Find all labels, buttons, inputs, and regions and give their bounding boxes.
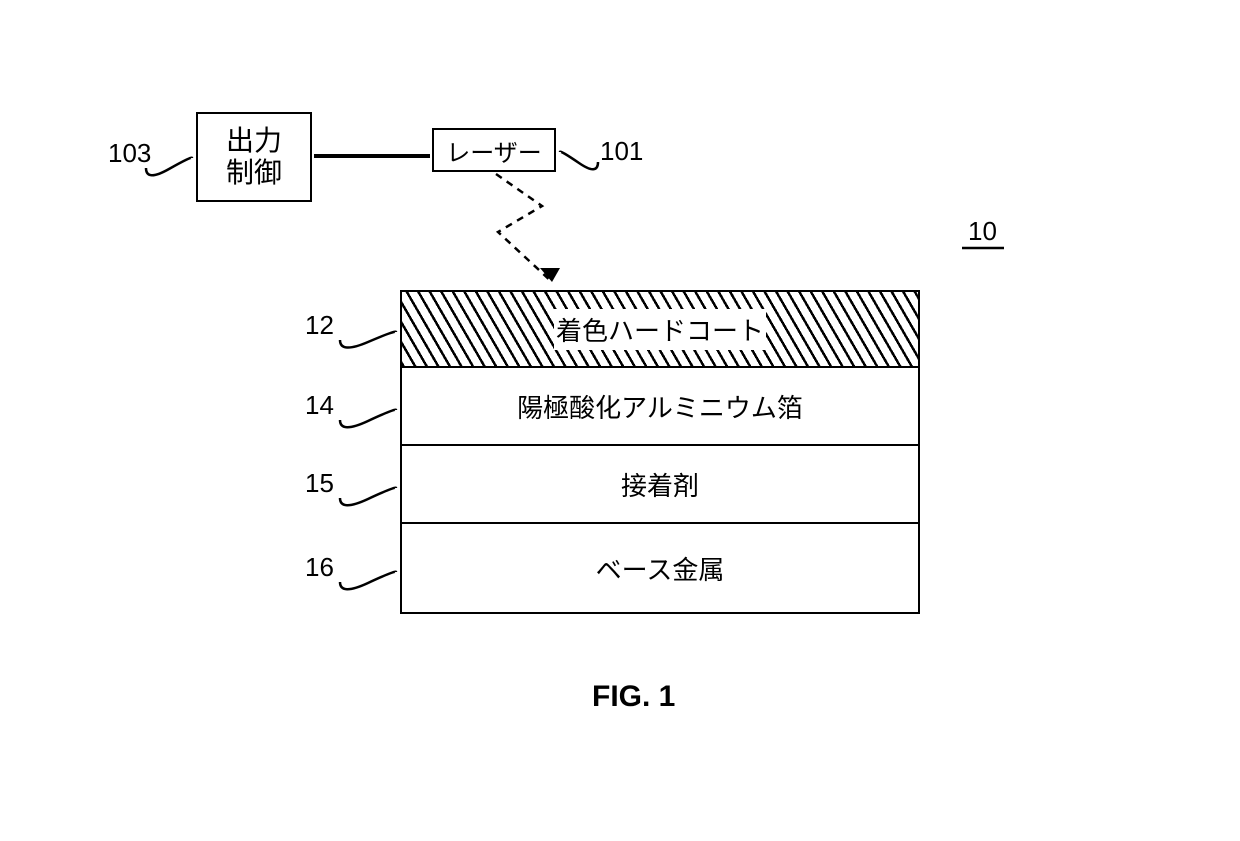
laser-block: レーザー xyxy=(432,128,556,172)
layer-15: 接着剤 xyxy=(400,446,920,524)
ref-16: 16 xyxy=(305,552,334,583)
control-label-2: 制御 xyxy=(226,157,282,188)
ref-14: 14 xyxy=(305,390,334,421)
layer-label: ベース金属 xyxy=(596,550,725,587)
ref-101: 101 xyxy=(600,136,643,167)
layer-14: 陽極酸化アルミニウム箔 xyxy=(400,368,920,446)
ref-12: 12 xyxy=(305,310,334,341)
laser-label: レーザー xyxy=(446,133,542,168)
ref-10: 10 xyxy=(968,216,997,247)
control-label-1: 出力 xyxy=(226,125,282,156)
ref-15: 15 xyxy=(305,468,334,499)
layer-label: 着色ハードコート xyxy=(554,309,766,350)
ref-103: 103 xyxy=(108,138,151,169)
control-block: 出力 制御 xyxy=(196,112,312,202)
layer-16: ベース金属 xyxy=(400,524,920,614)
layer-12: 着色ハードコート xyxy=(400,290,920,368)
figure-canvas: 出力 制御 レーザー 着色ハードコート陽極酸化アルミニウム箔接着剤ベース金属 1… xyxy=(0,0,1240,841)
figure-caption: FIG. 1 xyxy=(592,680,675,714)
layer-label: 接着剤 xyxy=(621,466,699,503)
layer-label: 陽極酸化アルミニウム箔 xyxy=(517,388,803,425)
